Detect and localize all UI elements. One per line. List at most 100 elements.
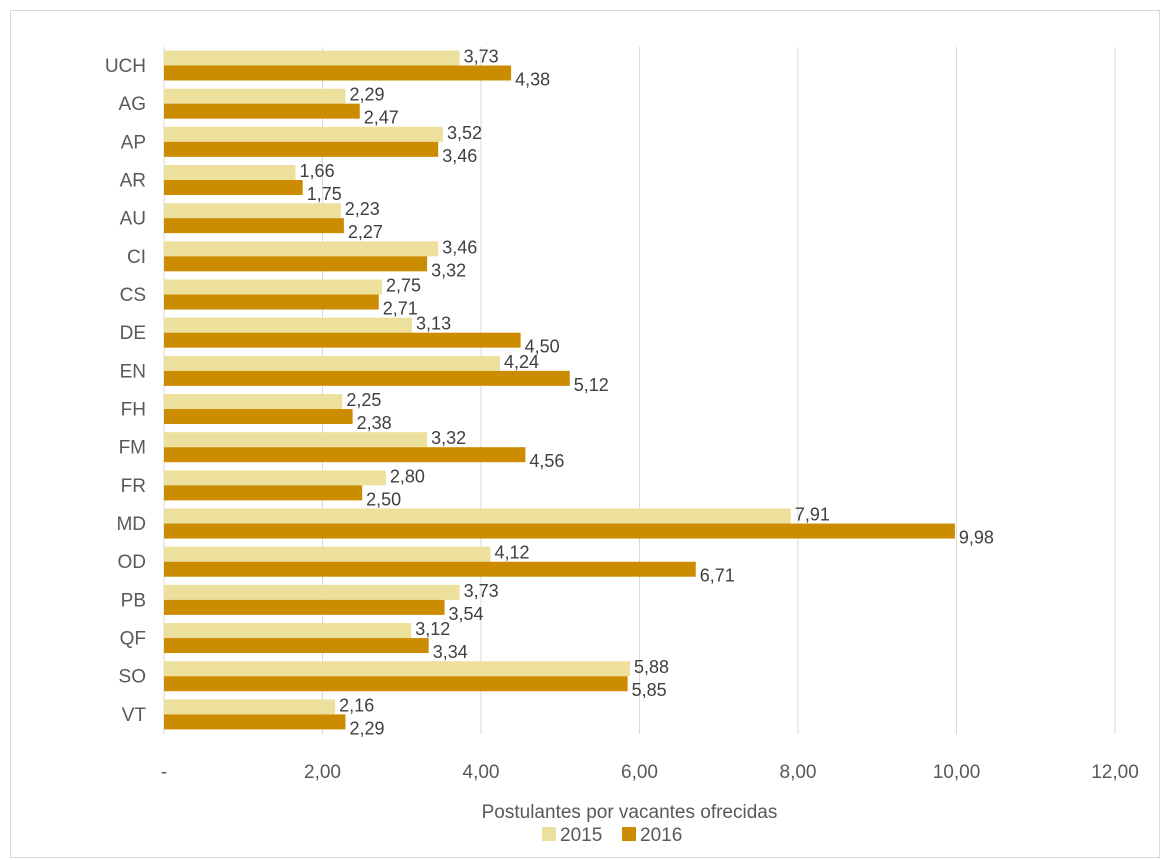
x-tick-label: 2,00 — [304, 762, 341, 783]
data-label-2015-QF: 3,12 — [415, 619, 450, 639]
chart-frame: 3,73 4,38 2,29 2,47 3,52 3,46 1,66 1,75 2,23 2,27… — [10, 10, 1160, 858]
bar-2015-FR — [164, 470, 386, 486]
category-label-DE: DE — [120, 323, 146, 344]
category-label-AR: AR — [120, 171, 146, 192]
data-label-2015-FH: 2,25 — [346, 390, 381, 410]
category-label-AU: AU — [120, 209, 146, 230]
category-labels: UCH AG AP AR AU CI CS DE EN FH FM FR MD OD PB QF SO VT — [105, 56, 147, 726]
category-label-CI: CI — [127, 247, 146, 268]
data-label-2016-VT: 2,29 — [349, 718, 384, 738]
bar-2015-AG — [164, 88, 346, 104]
data-label-2015-SO: 5,88 — [634, 657, 669, 677]
bars — [164, 50, 955, 730]
data-label-2016-CI: 3,32 — [431, 260, 466, 280]
bar-2016-FM — [164, 447, 526, 463]
bar-2016-FR — [164, 485, 363, 501]
bar-2015-AP — [164, 126, 443, 142]
data-label-2015-VT: 2,16 — [339, 695, 374, 715]
data-label-2016-SO: 5,85 — [632, 680, 667, 700]
bar-2015-PB — [164, 584, 460, 600]
legend-swatch-2015 — [542, 827, 556, 842]
data-label-2015-EN: 4,24 — [504, 352, 539, 372]
bar-2016-UCH — [164, 65, 512, 81]
data-label-2016-DE: 4,50 — [525, 337, 560, 357]
bar-2016-OD — [164, 561, 696, 577]
data-label-2015-AG: 2,29 — [349, 85, 384, 105]
data-label-2015-PB: 3,73 — [464, 581, 499, 601]
category-label-EN: EN — [120, 361, 146, 382]
bar-2015-EN — [164, 355, 501, 371]
category-label-AP: AP — [121, 132, 146, 153]
data-label-2016-FM: 4,56 — [529, 451, 564, 471]
category-label-AG: AG — [119, 94, 146, 115]
category-label-OD: OD — [118, 552, 147, 573]
legend-label-2015: 2015 — [560, 825, 602, 846]
data-label-2016-UCH: 4,38 — [515, 70, 550, 90]
data-label-2015-OD: 4,12 — [495, 543, 530, 563]
bar-2016-PB — [164, 599, 445, 615]
legend-label-2016: 2016 — [640, 825, 682, 846]
x-tick-label: 6,00 — [621, 762, 658, 783]
bar-2015-SO — [164, 661, 630, 677]
bar-2016-EN — [164, 370, 570, 386]
bar-2015-DE — [164, 317, 413, 333]
legend-swatch-2016 — [622, 827, 636, 842]
x-tick-label: - — [161, 762, 167, 783]
bar-2015-FM — [164, 432, 428, 448]
data-label-2015-DE: 3,13 — [416, 314, 451, 334]
bar-2016-VT — [164, 714, 346, 730]
category-label-CS: CS — [120, 285, 146, 306]
data-label-2016-AU: 2,27 — [348, 222, 383, 242]
data-label-2016-AR: 1,75 — [307, 184, 342, 204]
data-label-2015-AR: 1,66 — [300, 161, 335, 181]
data-label-2015-UCH: 3,73 — [464, 47, 499, 67]
data-label-2016-AG: 2,47 — [364, 108, 399, 128]
x-tick-label: 8,00 — [780, 762, 817, 783]
data-label-2015-AU: 2,23 — [345, 199, 380, 219]
bar-2015-OD — [164, 546, 491, 562]
data-labels: 3,73 4,38 2,29 2,47 3,52 3,46 1,66 1,752,23 2,27… — [300, 47, 994, 739]
bar-2015-MD — [164, 508, 791, 524]
bar-2016-DE — [164, 332, 521, 348]
bar-2016-CS — [164, 294, 379, 310]
category-label-MD: MD — [116, 514, 146, 535]
bar-2015-QF — [164, 623, 412, 639]
gridlines — [163, 47, 1116, 735]
bar-2015-UCH — [164, 50, 460, 66]
bar-2016-MD — [164, 523, 955, 539]
bar-2015-AU — [164, 203, 341, 219]
bar-chart: 3,73 4,38 2,29 2,47 3,52 3,46 1,66 1,752,23 2,27… — [105, 47, 1139, 847]
bar-2015-CI — [164, 241, 439, 257]
bar-2016-FH — [164, 409, 353, 425]
bar-2016-AP — [164, 141, 439, 157]
bar-2016-AR — [164, 180, 303, 196]
category-label-SO: SO — [119, 667, 146, 688]
data-label-2016-AP: 3,46 — [442, 146, 477, 166]
x-tick-label: 10,00 — [933, 762, 981, 783]
data-label-2016-MD: 9,98 — [959, 528, 994, 548]
data-label-2016-OD: 6,71 — [700, 566, 735, 586]
category-label-QF: QF — [120, 629, 146, 650]
category-label-FR: FR — [121, 476, 146, 497]
x-axis-title: Postulantes por vacantes ofrecidas — [482, 802, 778, 823]
legend: 2015 2016 — [542, 825, 682, 846]
bar-2016-AU — [164, 218, 344, 234]
category-label-PB: PB — [121, 590, 146, 611]
data-label-2015-MD: 7,91 — [795, 505, 830, 525]
data-label-2015-FM: 3,32 — [431, 428, 466, 448]
bar-2016-SO — [164, 676, 628, 692]
x-tick-labels: - 2,00 4,00 6,00 8,00 10,00 12,00 — [161, 762, 1139, 783]
bar-2016-AG — [164, 103, 360, 119]
data-label-2015-FR: 2,80 — [390, 466, 425, 486]
data-label-2016-CS: 2,71 — [383, 299, 418, 319]
bar-2015-CS — [164, 279, 382, 295]
data-label-2015-AP: 3,52 — [447, 123, 482, 143]
data-label-2016-PB: 3,54 — [449, 604, 484, 624]
data-label-2015-CI: 3,46 — [442, 237, 477, 257]
category-label-UCH: UCH — [105, 56, 146, 77]
bar-2015-FH — [164, 394, 343, 410]
bar-2016-CI — [164, 256, 428, 272]
data-label-2016-FR: 2,50 — [366, 489, 401, 509]
category-label-FM: FM — [119, 438, 146, 459]
category-label-FH: FH — [121, 400, 146, 421]
